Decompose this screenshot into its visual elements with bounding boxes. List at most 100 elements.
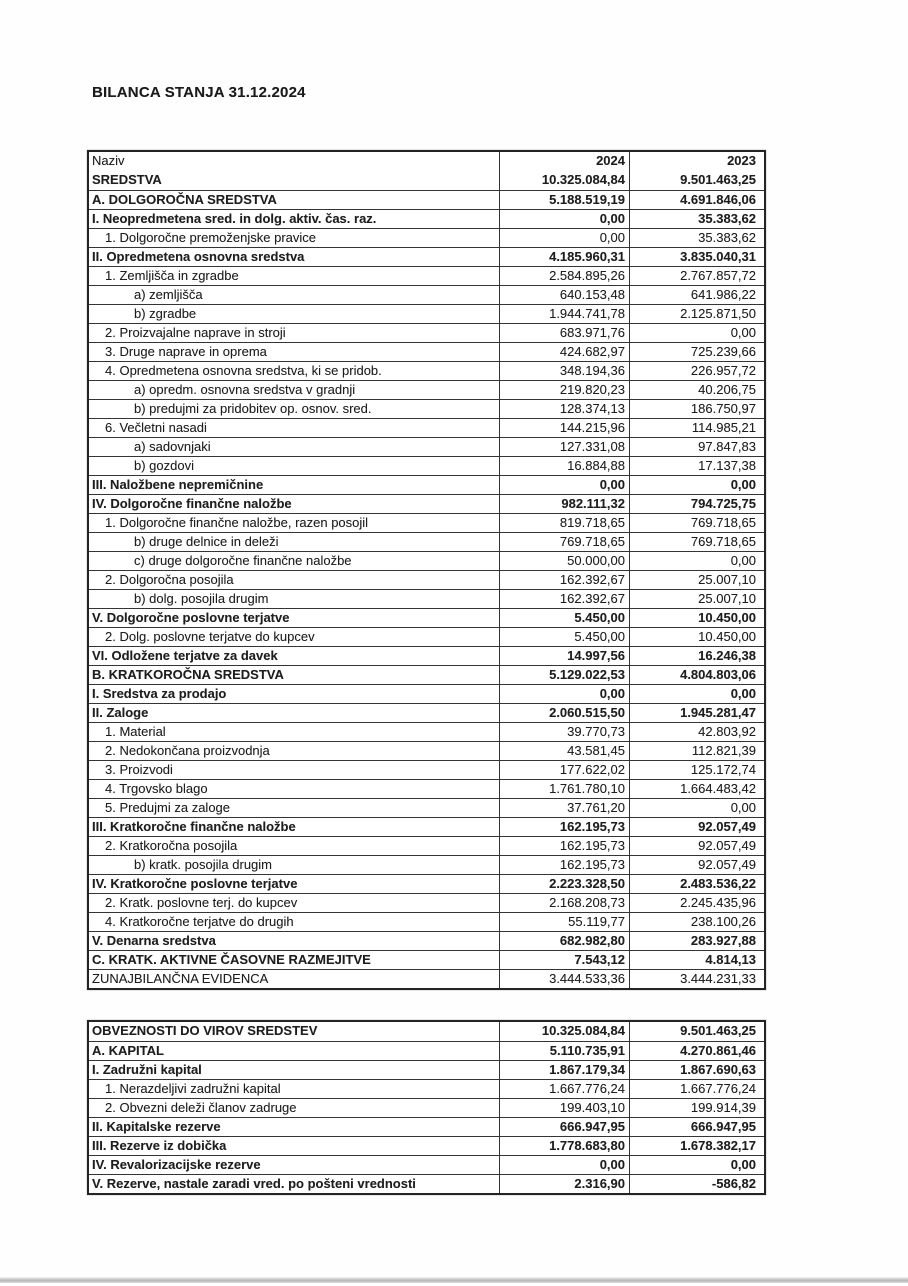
- row-label: I. Zadružni kapital: [92, 1062, 202, 1077]
- table-row: SREDSTVA 10.325.084,84 9.501.463,25: [89, 171, 764, 190]
- value-2024: 1.867.179,34: [499, 1061, 629, 1079]
- table-row: IV. Revalorizacijske rezerve 0,00 0,00: [89, 1155, 764, 1174]
- row-label: 2. Nedokončana proizvodnja: [105, 743, 270, 758]
- value-2024: 128.374,13: [499, 400, 629, 418]
- value-2023: 2.245.435,96: [629, 894, 760, 912]
- table-row: OBVEZNOSTI DO VIROV SREDSTEV 10.325.084,8…: [89, 1022, 764, 1041]
- value-2023: 769.718,65: [629, 514, 760, 532]
- value-2023: 42.803,92: [629, 723, 760, 741]
- value-2023: 25.007,10: [629, 590, 760, 608]
- table-row: b) gozdovi 16.884,88 17.137,38: [89, 456, 764, 475]
- value-2024: 162.195,73: [499, 856, 629, 874]
- value-2023: 92.057,49: [629, 856, 760, 874]
- value-2023: 186.750,97: [629, 400, 760, 418]
- table-row: I. Sredstva za prodajo 0,00 0,00: [89, 684, 764, 703]
- value-2024: 0,00: [499, 476, 629, 494]
- value-2024: 5.450,00: [499, 609, 629, 627]
- row-label: I. Sredstva za prodajo: [92, 686, 227, 701]
- row-label: 6. Večletni nasadi: [105, 420, 207, 435]
- row-label: a) sadovnjaki: [134, 439, 211, 454]
- value-2023: 16.246,38: [629, 647, 760, 665]
- value-2023: 666.947,95: [629, 1118, 760, 1136]
- value-2023: 283.927,88: [629, 932, 760, 950]
- row-label: b) gozdovi: [134, 458, 194, 473]
- row-label: 2. Dolg. poslovne terjatve do kupcev: [105, 629, 315, 644]
- value-2023: 4.814,13: [629, 951, 760, 969]
- row-label: 1. Dolgoročne finančne naložbe, razen po…: [105, 515, 369, 530]
- value-2024: 1.761.780,10: [499, 780, 629, 798]
- row-label: 1. Material: [105, 724, 166, 739]
- row-label: 3. Druge naprave in oprema: [105, 344, 267, 359]
- table-row: III. Kratkoročne finančne naložbe 162.195…: [89, 817, 764, 836]
- value-2023: 4.270.861,46: [629, 1042, 760, 1060]
- value-2023: 769.718,65: [629, 533, 760, 551]
- row-label: 4. Opredmetena osnovna sredstva, ki se p…: [105, 363, 382, 378]
- value-2023: 92.057,49: [629, 837, 760, 855]
- value-2023: 0,00: [629, 324, 760, 342]
- value-2023: 112.821,39: [629, 742, 760, 760]
- value-2024: 39.770,73: [499, 723, 629, 741]
- value-2024: 2.584.895,26: [499, 267, 629, 285]
- value-2023: 35.383,62: [629, 210, 760, 228]
- table-row: b) zgradbe 1.944.741,78 2.125.871,50: [89, 304, 764, 323]
- table-row: a) zemljišča 640.153,48 641.986,22: [89, 285, 764, 304]
- row-label: III. Naložbene nepremičnine: [92, 477, 264, 492]
- value-2024: 144.215,96: [499, 419, 629, 437]
- page-title: BILANCA STANJA 31.12.2024: [92, 84, 306, 101]
- value-2024: 7.543,12: [499, 951, 629, 969]
- value-2023: 2.125.871,50: [629, 305, 760, 323]
- value-2024: 10.325.084,84: [499, 171, 629, 190]
- value-2023: -586,82: [629, 1175, 760, 1193]
- table-row: 2. Dolgoročna posojila 162.392,67 25.007,1…: [89, 570, 764, 589]
- value-2024: 4.185.960,31: [499, 248, 629, 266]
- table-row: b) predujmi za pridobitev op. osnov. sre…: [89, 399, 764, 418]
- row-label: IV. Revalorizacijske rezerve: [92, 1157, 261, 1172]
- value-2023: 25.007,10: [629, 571, 760, 589]
- value-2023: 4.691.846,06: [629, 191, 760, 209]
- value-2024: 5.129.022,53: [499, 666, 629, 684]
- table-row: 2. Dolg. poslovne terjatve do kupcev 5.45…: [89, 627, 764, 646]
- value-2024: 769.718,65: [499, 533, 629, 551]
- value-2023: 3.835.040,31: [629, 248, 760, 266]
- value-2023: 17.137,38: [629, 457, 760, 475]
- value-2024: 0,00: [499, 229, 629, 247]
- row-label: 1. Zemljišča in zgradbe: [105, 268, 239, 283]
- row-label: b) zgradbe: [134, 306, 197, 321]
- table-row: 5. Predujmi za zaloge 37.761,20 0,00: [89, 798, 764, 817]
- value-2023: 725.239,66: [629, 343, 760, 361]
- value-2023: 2.767.857,72: [629, 267, 760, 285]
- row-label: 4. Trgovsko blago: [105, 781, 208, 796]
- row-label: SREDSTVA: [92, 172, 162, 187]
- table-row: IV. Dolgoročne finančne naložbe 982.111,3…: [89, 494, 764, 513]
- row-label: OBVEZNOSTI DO VIROV SREDSTEV: [92, 1023, 318, 1038]
- value-2024: 1.667.776,24: [499, 1080, 629, 1098]
- table-row: 2. Kratkoročna posojila 162.195,73 92.057,…: [89, 836, 764, 855]
- row-label: II. Opredmetena osnovna sredstva: [92, 249, 305, 264]
- value-2023: 1.667.776,24: [629, 1080, 760, 1098]
- table-row: 1. Dolgoročne premoženjske pravice 0,00 35…: [89, 228, 764, 247]
- value-2024: 1.944.741,78: [499, 305, 629, 323]
- row-label: A. KAPITAL: [92, 1043, 164, 1058]
- value-2024: 2.223.328,50: [499, 875, 629, 893]
- table-row: II. Opredmetena osnovna sredstva 4.185.96…: [89, 247, 764, 266]
- scan-edge-artifact: [0, 1277, 908, 1283]
- row-label: 4. Kratkoročne terjatve do drugih: [105, 914, 294, 929]
- table-header-row: Naziv 2024 2023: [89, 152, 764, 171]
- table-row: 2. Obvezni deleži članov zadruge 199.403,…: [89, 1098, 764, 1117]
- table-row: II. Zaloge 2.060.515,50 1.945.281,47: [89, 703, 764, 722]
- value-2024: 1.778.683,80: [499, 1137, 629, 1155]
- value-2023: 4.804.803,06: [629, 666, 760, 684]
- row-label: 5. Predujmi za zaloge: [105, 800, 231, 815]
- value-2024: 55.119,77: [499, 913, 629, 931]
- value-2024: 14.997,56: [499, 647, 629, 665]
- value-2024: 0,00: [499, 210, 629, 228]
- row-label: II. Kapitalske rezerve: [92, 1119, 221, 1134]
- value-2024: 640.153,48: [499, 286, 629, 304]
- value-2024: 982.111,32: [499, 495, 629, 513]
- row-label: 1. Dolgoročne premoženjske pravice: [105, 230, 316, 245]
- row-label: b) druge delnice in deleži: [134, 534, 279, 549]
- value-2024: 2.060.515,50: [499, 704, 629, 722]
- value-2024: 819.718,65: [499, 514, 629, 532]
- row-label: V. Dolgoročne poslovne terjatve: [92, 610, 290, 625]
